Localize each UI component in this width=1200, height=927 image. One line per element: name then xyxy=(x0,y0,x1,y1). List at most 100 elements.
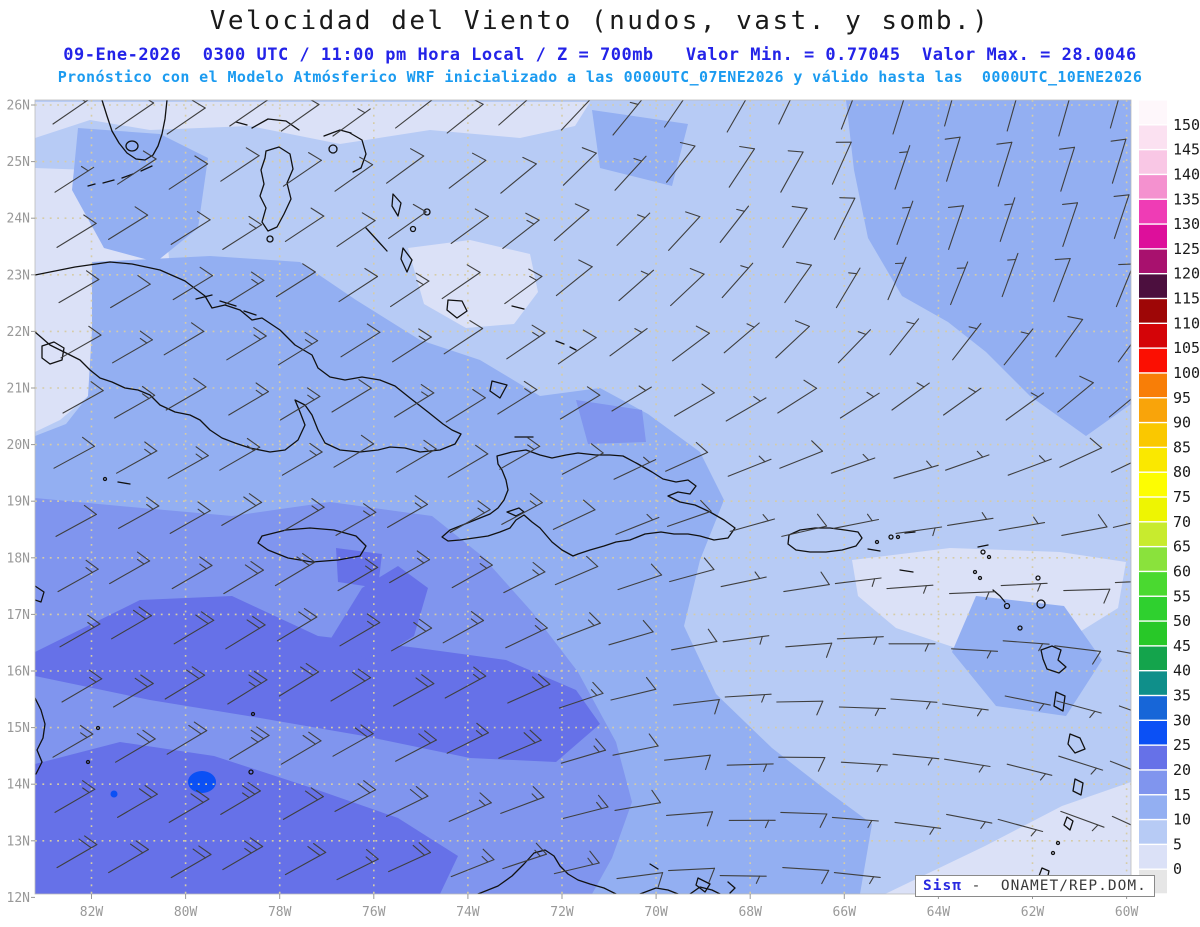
wind-barb xyxy=(414,502,423,509)
wind-barb xyxy=(340,331,381,358)
wind-barb xyxy=(1091,824,1099,832)
colorbar-cell xyxy=(1139,373,1167,398)
wind-barb xyxy=(108,848,149,874)
wind-barb xyxy=(629,101,639,105)
wind-barb xyxy=(251,278,259,285)
colorbar-cell xyxy=(1139,721,1167,745)
wind-barb xyxy=(62,390,104,414)
wind-barb xyxy=(139,337,148,344)
wind-barb xyxy=(947,205,964,208)
wind-barb xyxy=(446,732,489,754)
wind-barb xyxy=(703,557,715,571)
wind-barb xyxy=(479,563,488,569)
wind-barb xyxy=(1056,700,1102,714)
wind-barb xyxy=(253,327,267,337)
wind-barb xyxy=(537,673,551,685)
wind-barb xyxy=(1053,258,1071,303)
wind-barb xyxy=(229,734,270,760)
wind-barb xyxy=(833,872,881,878)
wind-barb xyxy=(478,799,486,807)
colorbar-cell xyxy=(1139,472,1167,497)
wind-barb xyxy=(587,857,594,866)
wind-barb xyxy=(418,733,432,744)
wind-barb xyxy=(761,694,766,703)
coastline-san-salvador xyxy=(423,208,431,216)
wind-barb xyxy=(843,86,858,87)
wind-barb xyxy=(171,564,213,590)
wind-barb xyxy=(394,392,435,418)
wind-barb xyxy=(354,727,368,738)
wind-barb xyxy=(441,271,481,300)
coastline-st-john xyxy=(895,534,901,540)
wind-barb xyxy=(520,88,534,94)
wind-barb xyxy=(791,205,808,209)
wind-barb xyxy=(1062,98,1070,99)
wind-barb xyxy=(283,506,325,531)
wind-barb xyxy=(469,320,484,330)
wind-barb xyxy=(1058,100,1070,137)
wind-barb xyxy=(330,677,372,702)
colorbar-cell xyxy=(1139,646,1167,670)
wind-barb xyxy=(470,611,485,622)
shade-10-15 xyxy=(592,110,688,186)
colorbar-tick-label: 10 xyxy=(1173,811,1191,829)
wind-barb xyxy=(222,224,263,250)
wind-barb xyxy=(706,811,714,827)
wind-barb xyxy=(578,259,593,268)
wind-barb xyxy=(1060,146,1076,192)
wind-barb xyxy=(529,275,538,281)
colorbar-tick-label: 30 xyxy=(1173,711,1191,729)
wind-barb xyxy=(451,564,493,589)
wind-barb xyxy=(685,211,701,218)
wind-barb xyxy=(366,613,381,624)
wind-barb xyxy=(482,848,495,861)
wind-barb xyxy=(891,382,930,411)
wind-barb xyxy=(695,325,710,334)
coastline-montserrat xyxy=(1017,625,1023,631)
subtitle-model: Pronóstico con el Modelo Atmósferico WRF… xyxy=(57,68,1143,86)
wind-barb xyxy=(529,493,543,504)
wind-barb xyxy=(246,445,255,452)
wind-barb xyxy=(651,789,661,804)
colorbar-tick-label: 50 xyxy=(1173,612,1191,630)
wind-barb xyxy=(166,107,206,135)
wind-barb xyxy=(136,733,151,743)
coastline-jamaica xyxy=(257,527,367,563)
wind-barb xyxy=(244,847,252,854)
wind-barb xyxy=(821,869,830,885)
wind-barb xyxy=(112,339,153,364)
wind-barb xyxy=(723,322,760,354)
wind-barb xyxy=(916,382,925,388)
wind-barb xyxy=(255,382,269,393)
wind-barb xyxy=(587,619,595,627)
wind-barb xyxy=(529,729,542,741)
wind-barb xyxy=(115,738,156,763)
wind-barb xyxy=(784,264,812,304)
wind-barb xyxy=(416,557,425,564)
coastline-st-croix xyxy=(899,569,914,573)
wind-barb xyxy=(52,100,89,125)
wind-barb xyxy=(138,606,152,617)
wind-barb xyxy=(719,875,767,877)
wind-barb xyxy=(862,453,870,461)
wind-barb xyxy=(866,391,875,398)
wind-barb xyxy=(282,796,324,820)
wind-barb xyxy=(443,327,484,355)
wind-barb xyxy=(506,332,546,360)
wind-barb xyxy=(253,670,268,681)
coastline-florida-bay xyxy=(125,140,139,152)
wind-barb xyxy=(777,387,818,414)
lon-label: 82W xyxy=(80,905,104,920)
wind-barb xyxy=(423,439,437,450)
wind-barb xyxy=(670,273,705,307)
wind-barb xyxy=(535,617,548,629)
wind-barb xyxy=(831,141,852,185)
wind-barb xyxy=(334,789,377,812)
wind-barb xyxy=(83,214,97,224)
wind-barb xyxy=(284,215,325,242)
wind-barb xyxy=(336,220,376,247)
map-area xyxy=(35,86,1131,894)
wind-barb xyxy=(248,215,263,226)
wind-barb xyxy=(1038,643,1044,652)
